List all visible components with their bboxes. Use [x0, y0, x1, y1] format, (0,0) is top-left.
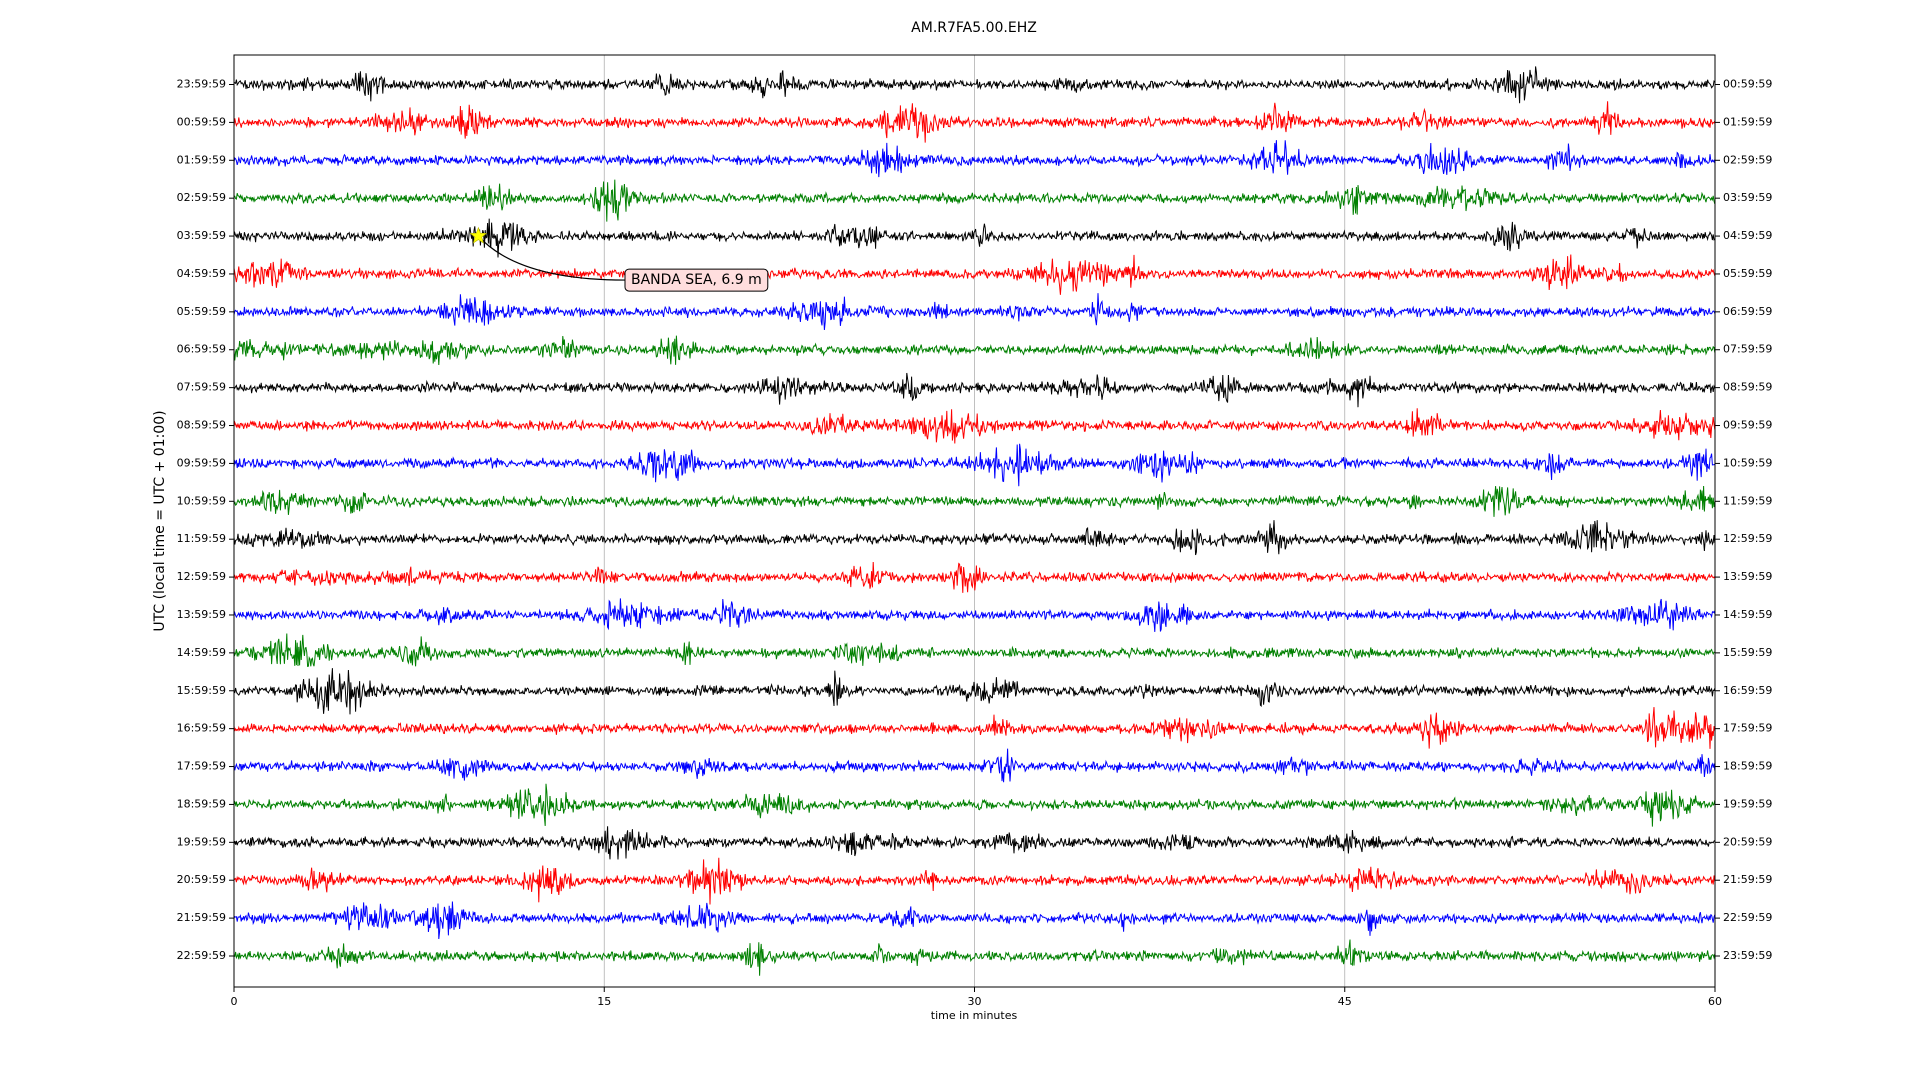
- annotation-box: [624, 268, 769, 292]
- chart-title: AM.R7FA5.00.EHZ: [911, 20, 1037, 36]
- trace: [233, 66, 1716, 104]
- y-tick-label-left: 00:59:59: [177, 115, 226, 128]
- y-tick-label-right: 12:59:59: [1723, 532, 1772, 545]
- trace: [233, 707, 1716, 749]
- y-tick-label-left: 12:59:59: [177, 570, 226, 583]
- trace: [233, 826, 1716, 860]
- y-tick-label-left: 14:59:59: [177, 646, 226, 659]
- y-tick-label-left: 22:59:59: [177, 949, 226, 962]
- y-tick-label-left: 18:59:59: [177, 797, 226, 810]
- y-tick-label-right: 18:59:59: [1723, 760, 1772, 773]
- x-tick-label: 0: [231, 995, 238, 1008]
- trace: [233, 101, 1716, 143]
- y-tick-label-left: 05:59:59: [177, 305, 226, 318]
- trace: [233, 857, 1716, 905]
- traces: [233, 66, 1716, 976]
- y-tick-label-left: 06:59:59: [177, 343, 226, 356]
- y-tick-label-left: 04:59:59: [177, 267, 226, 280]
- trace: [233, 668, 1716, 715]
- trace: [233, 485, 1716, 517]
- y-tick-label-left: 09:59:59: [177, 456, 226, 469]
- y-tick-label-left: 13:59:59: [177, 608, 226, 621]
- trace: [233, 748, 1716, 783]
- x-tick-label: 30: [968, 995, 982, 1008]
- y-axis-label: UTC (local time = UTC + 01:00): [152, 410, 168, 631]
- y-tick-label-right: 02:59:59: [1723, 153, 1772, 166]
- x-tick-label: 15: [597, 995, 611, 1008]
- y-tick-label-right: 20:59:59: [1723, 835, 1772, 848]
- y-tick-label-right: 17:59:59: [1723, 722, 1772, 735]
- trace: [233, 372, 1716, 408]
- y-tick-label-right: 14:59:59: [1723, 608, 1772, 621]
- y-tick-label-left: 02:59:59: [177, 191, 226, 204]
- y-tick-label-right: 11:59:59: [1723, 494, 1772, 507]
- trace: [233, 633, 1716, 668]
- trace: [233, 939, 1716, 976]
- trace: [233, 293, 1716, 331]
- y-tick-label-left: 17:59:59: [177, 760, 226, 773]
- trace: [233, 443, 1716, 487]
- trace: [233, 254, 1716, 295]
- annotation-arrow: [477, 235, 626, 281]
- event-marker: [469, 226, 488, 244]
- trace: [233, 408, 1716, 444]
- y-tick-label-right: 13:59:59: [1723, 570, 1772, 583]
- y-tick-label-right: 21:59:59: [1723, 873, 1772, 886]
- trace: [233, 783, 1716, 827]
- y-tick-label-left: 15:59:59: [177, 684, 226, 697]
- annotation-text: BANDA SEA, 6.9 m: [631, 272, 762, 288]
- y-tick-label-right: 09:59:59: [1723, 419, 1772, 432]
- y-tick-label-right: 01:59:59: [1723, 115, 1772, 128]
- y-tick-label-right: 05:59:59: [1723, 267, 1772, 280]
- y-tick-label-left: 11:59:59: [177, 532, 226, 545]
- y-tick-label-left: 03:59:59: [177, 229, 226, 242]
- x-tick-label: 45: [1338, 995, 1352, 1008]
- y-tick-label-right: 07:59:59: [1723, 343, 1772, 356]
- trace: [233, 561, 1716, 593]
- x-axis-label: time in minutes: [931, 1009, 1018, 1022]
- y-tick-label-left: 21:59:59: [177, 911, 226, 924]
- y-tick-label-right: 16:59:59: [1723, 684, 1772, 697]
- y-tick-label-left: 01:59:59: [177, 153, 226, 166]
- trace: [233, 598, 1716, 632]
- trace: [233, 335, 1716, 366]
- y-tick-label-right: 15:59:59: [1723, 646, 1772, 659]
- y-tick-label-right: 03:59:59: [1723, 191, 1772, 204]
- trace: [233, 901, 1716, 940]
- y-tick-label-right: 04:59:59: [1723, 229, 1772, 242]
- trace: [233, 140, 1716, 178]
- trace: [233, 179, 1716, 222]
- y-tick-label-right: 22:59:59: [1723, 911, 1772, 924]
- y-tick-label-right: 06:59:59: [1723, 305, 1772, 318]
- y-tick-label-right: 10:59:59: [1723, 456, 1772, 469]
- trace: [233, 520, 1716, 556]
- y-tick-label-right: 00:59:59: [1723, 78, 1772, 91]
- x-tick-label: 60: [1708, 995, 1722, 1008]
- y-tick-label-left: 19:59:59: [177, 835, 226, 848]
- y-tick-label-right: 19:59:59: [1723, 797, 1772, 810]
- y-tick-label-left: 23:59:59: [177, 78, 226, 91]
- y-tick-label-left: 07:59:59: [177, 381, 226, 394]
- y-tick-label-right: 23:59:59: [1723, 949, 1772, 962]
- y-tick-label-left: 16:59:59: [177, 722, 226, 735]
- y-tick-label-right: 08:59:59: [1723, 381, 1772, 394]
- y-tick-label-left: 20:59:59: [177, 873, 226, 886]
- y-tick-label-left: 08:59:59: [177, 419, 226, 432]
- y-tick-label-left: 10:59:59: [177, 494, 226, 507]
